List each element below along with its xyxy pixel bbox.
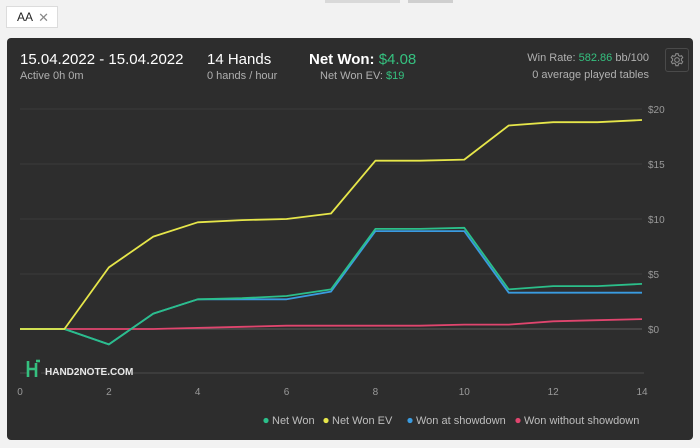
legend-marker (263, 417, 269, 424)
legend-label: Net Won (272, 415, 315, 427)
y-tick-label: $15 (648, 160, 665, 171)
legend-label: Won without showdown (524, 415, 639, 427)
win-rate-value: 582.86 (578, 52, 613, 64)
series-line-net-won-ev (20, 119, 643, 330)
active-time: Active 0h 0m (20, 70, 84, 82)
series-line-won-without-showdown (20, 318, 643, 330)
legend-marker (515, 417, 521, 424)
chart: HAND2NOTE.COM $20 $15 $10 $5 $0 0 2 4 6 8 10 12 14 W… (17, 105, 665, 427)
net-won-ev-value: $19 (386, 70, 405, 82)
close-icon[interactable]: ✕ (38, 10, 49, 25)
hands-per-hour: 0 hands / hour (207, 70, 278, 82)
win-rate-label: Win Rate: (527, 52, 576, 64)
top-bar: AA ✕ (0, 0, 700, 34)
legend-marker (323, 417, 329, 424)
x-tick-label: 14 (636, 387, 648, 398)
y-tick-label: $0 (648, 325, 660, 336)
legend-label: Won at showdown (416, 415, 506, 427)
x-tick-label: 4 (195, 387, 201, 398)
x-tick-label: 2 (106, 387, 112, 398)
net-won-value: $4.08 (378, 51, 417, 68)
average-tables: 0 average played tables (532, 69, 649, 81)
net-won-ev-label: Net Won EV: (320, 70, 383, 82)
net-won: Net Won: $4.08 (309, 51, 416, 68)
x-tick-label: 10 (459, 387, 471, 398)
x-tick-label: 12 (548, 387, 560, 398)
series-line-won-at-showdown (20, 230, 642, 346)
y-tick-label: $10 (648, 215, 665, 226)
watermark-text: HAND2NOTE.COM (45, 367, 133, 378)
legend-marker (407, 417, 413, 424)
tab-aa[interactable]: AA ✕ (6, 6, 58, 28)
hands-count: 14 Hands (207, 51, 272, 68)
x-tick-label: 0 (17, 387, 23, 398)
gear-icon (670, 53, 684, 67)
x-tick-label: 6 (284, 387, 290, 398)
toolbar-edge (325, 0, 400, 3)
hand2note-logo: HAND2NOTE.COM (26, 359, 133, 378)
win-rate-unit: bb/100 (615, 52, 649, 64)
legend-label: Net Won EV (332, 415, 393, 427)
win-rate: Win Rate: 582.86 bb/100 (527, 52, 649, 64)
series-line-net-won (20, 226, 643, 346)
stats-panel: 15.04.2022 - 15.04.2022 Active 0h 0m 14 … (7, 38, 693, 440)
x-tick-label: 8 (373, 387, 379, 398)
toolbar-edge (408, 0, 453, 3)
y-tick-label: $5 (648, 270, 660, 281)
net-won-ev: Net Won EV: $19 (320, 70, 404, 82)
net-won-label: Net Won: (309, 51, 375, 68)
date-range: 15.04.2022 - 15.04.2022 (20, 51, 184, 68)
y-tick-label: $20 (648, 105, 665, 116)
tab-label: AA (17, 10, 34, 24)
settings-button[interactable] (665, 48, 689, 72)
